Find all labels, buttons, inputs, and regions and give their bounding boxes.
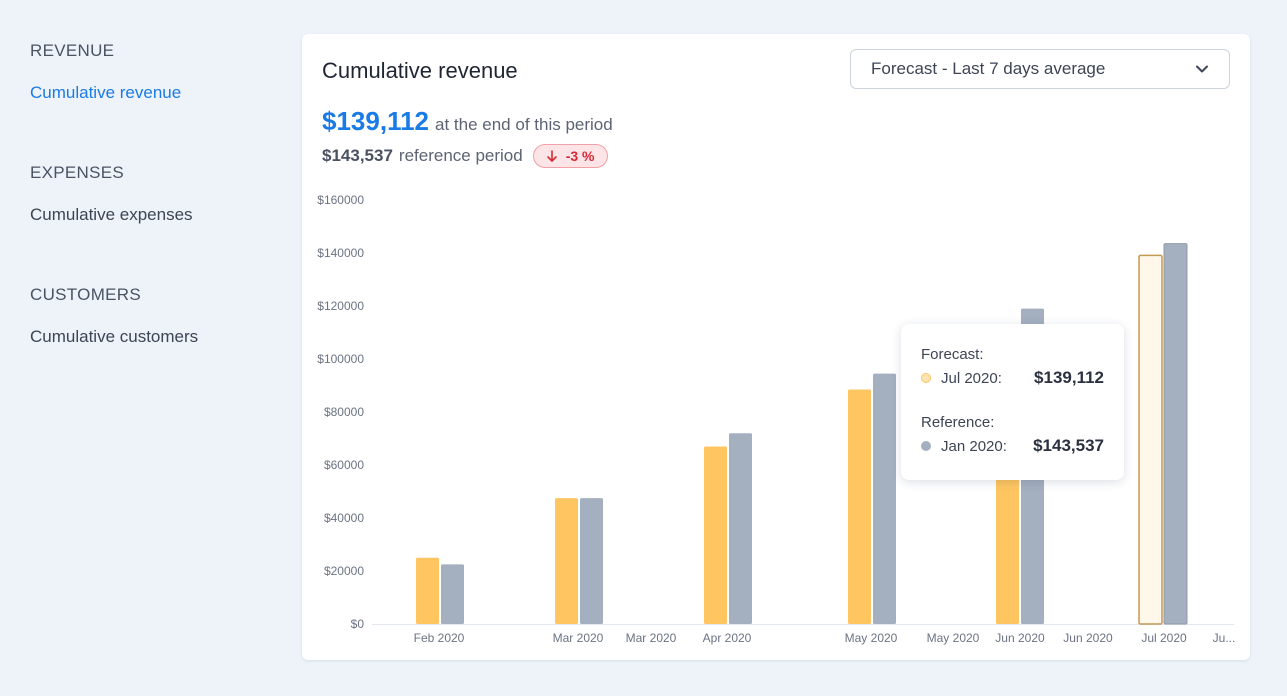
- reference-bar-apr-2020: [729, 433, 752, 624]
- x-tick-label: May 2020: [845, 631, 898, 645]
- forecast-bar-feb-2020: [416, 557, 439, 624]
- y-tick-label: $0: [351, 617, 365, 631]
- arrow-down-icon: [546, 149, 558, 163]
- change-badge-value: -3 %: [565, 148, 595, 164]
- reference-dot-icon: [921, 441, 931, 451]
- x-tick-label: Jun 2020: [1063, 631, 1113, 645]
- nav-link-cumulative-expenses[interactable]: Cumulative expenses: [30, 205, 193, 224]
- forecast-bar-apr-2020: [704, 446, 727, 624]
- forecast-select[interactable]: Forecast - Last 7 days average: [850, 49, 1230, 89]
- x-tick-label: Apr 2020: [703, 631, 752, 645]
- reference-caption: reference period: [398, 146, 523, 165]
- card-title: Cumulative revenue: [322, 58, 518, 83]
- kpi-caption: at the end of this period: [435, 115, 613, 134]
- y-tick-label: $120000: [317, 299, 364, 313]
- tooltip-forecast-date: Jul 2020:: [941, 369, 1002, 387]
- tooltip-reference-label: Reference:: [921, 414, 995, 431]
- tooltip-forecast-value: $139,112: [1034, 368, 1104, 387]
- reference-bar-jul-2020: [1163, 243, 1188, 625]
- forecast-bar-jun-2020: [996, 465, 1019, 624]
- kpi-value: $139,112: [322, 106, 430, 136]
- chevron-down-icon: [1195, 62, 1209, 76]
- tooltip-reference-row: Jan 2020: $143,537: [921, 436, 1104, 456]
- forecast-select-value: Forecast - Last 7 days average: [871, 59, 1106, 78]
- change-badge: -3 %: [532, 144, 608, 168]
- section-heading-revenue: REVENUE: [30, 41, 115, 60]
- x-tick-label: Feb 2020: [414, 631, 465, 645]
- reference-bar-feb-2020: [441, 564, 464, 624]
- y-tick-label: $20000: [324, 564, 364, 578]
- x-tick-label: Mar 2020: [626, 631, 677, 645]
- reference-row: $143,537 reference period -3 %: [322, 144, 608, 168]
- tooltip-reference-date: Jan 2020:: [941, 437, 1007, 455]
- forecast-dot-icon: [921, 373, 931, 383]
- x-tick-label: Jun 2020: [995, 631, 1045, 645]
- y-tick-label: $140000: [317, 246, 364, 260]
- section-heading-expenses: EXPENSES: [30, 163, 125, 182]
- section-heading-customers: CUSTOMERS: [30, 285, 142, 304]
- reference-value: $143,537: [322, 146, 393, 165]
- y-tick-label: $80000: [324, 405, 364, 419]
- kpi-row: $139,112 at the end of this period: [322, 106, 613, 137]
- x-tick-label: Jul 2020: [1141, 631, 1187, 645]
- tooltip-forecast-row: Jul 2020: $139,112: [921, 368, 1104, 388]
- forecast-bar-mar-2020: [555, 498, 578, 624]
- forecast-bar-may-2020: [848, 389, 871, 624]
- y-tick-label: $60000: [324, 458, 364, 472]
- chart-tooltip: Forecast: Jul 2020: $139,112 Reference: …: [901, 324, 1124, 480]
- tooltip-forecast-label: Forecast:: [921, 346, 984, 363]
- tooltip-reference-value: $143,537: [1033, 436, 1104, 455]
- y-tick-label: $40000: [324, 511, 364, 525]
- reference-bar-may-2020: [873, 373, 896, 624]
- x-tick-label: Mar 2020: [553, 631, 604, 645]
- x-tick-label: Ju...: [1213, 631, 1236, 645]
- nav-link-cumulative-customers[interactable]: Cumulative customers: [30, 327, 199, 346]
- reference-bar-mar-2020: [580, 498, 603, 624]
- y-tick-label: $100000: [317, 352, 364, 366]
- nav-link-cumulative-revenue[interactable]: Cumulative revenue: [30, 83, 182, 102]
- x-tick-label: May 2020: [927, 631, 980, 645]
- y-tick-label: $160000: [317, 193, 364, 207]
- forecast-bar-jul-2020: [1138, 254, 1163, 625]
